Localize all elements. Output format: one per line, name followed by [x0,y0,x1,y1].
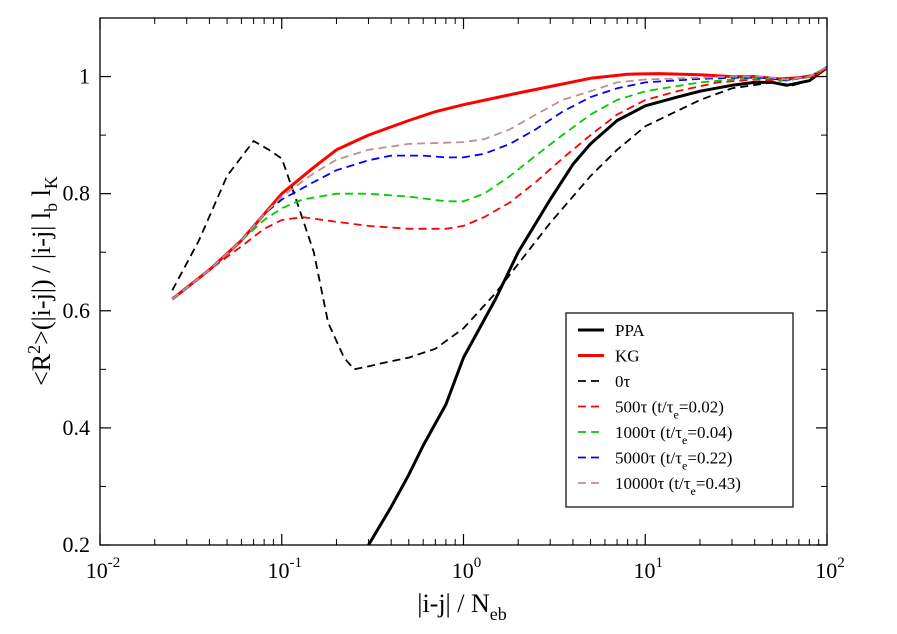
legend-label: 1000τ (t/τe=0.04) [615,423,732,447]
series-line-10000-t-e-0-43- [171,65,827,300]
series-line-5000-t-e-0-22- [171,65,827,300]
axis-ticks [99,17,828,546]
x-tick-labels: 10-2 10-1 100 101 102 [86,555,845,583]
legend-label: 0τ [615,372,631,391]
legend-box [565,312,794,508]
y-tick-label: 0.8 [63,181,91,206]
x-tick-label: 10-2 [86,555,121,583]
legend-label: 10000τ (t/τe=0.43) [615,474,741,498]
x-tick-label: 10-1 [268,555,303,583]
legend: PPA KG 0τ 500τ (t/τe=0.02)1000τ (t/τe=0.04)… [565,312,794,508]
legend-label: KG [615,347,640,366]
y-tick-label: 1 [79,64,90,89]
x-axis-title: |i-j| / Neb [417,589,507,624]
x-tick-label: 100 [452,555,482,583]
y-tick-label: 0.2 [63,532,91,557]
legend-label: 500τ (t/τe=0.02) [615,398,724,422]
y-tick-label: 0.4 [63,415,91,440]
series-lines [171,65,827,545]
y-axis-title: <R2>(|i-j|) / |i-j| lb lK [24,176,61,386]
y-tick-labels: 0.2 0.4 0.6 0.8 1 [63,64,91,557]
x-tick-label: 101 [634,555,664,583]
legend-label: PPA [615,321,645,340]
legend-label: 5000τ (t/τe=0.22) [615,449,732,473]
y-tick-label: 0.6 [63,298,91,323]
series-line-0- [171,66,827,371]
x-tick-label: 102 [815,555,845,583]
series-line-1000-t-e-0-04- [171,65,827,300]
